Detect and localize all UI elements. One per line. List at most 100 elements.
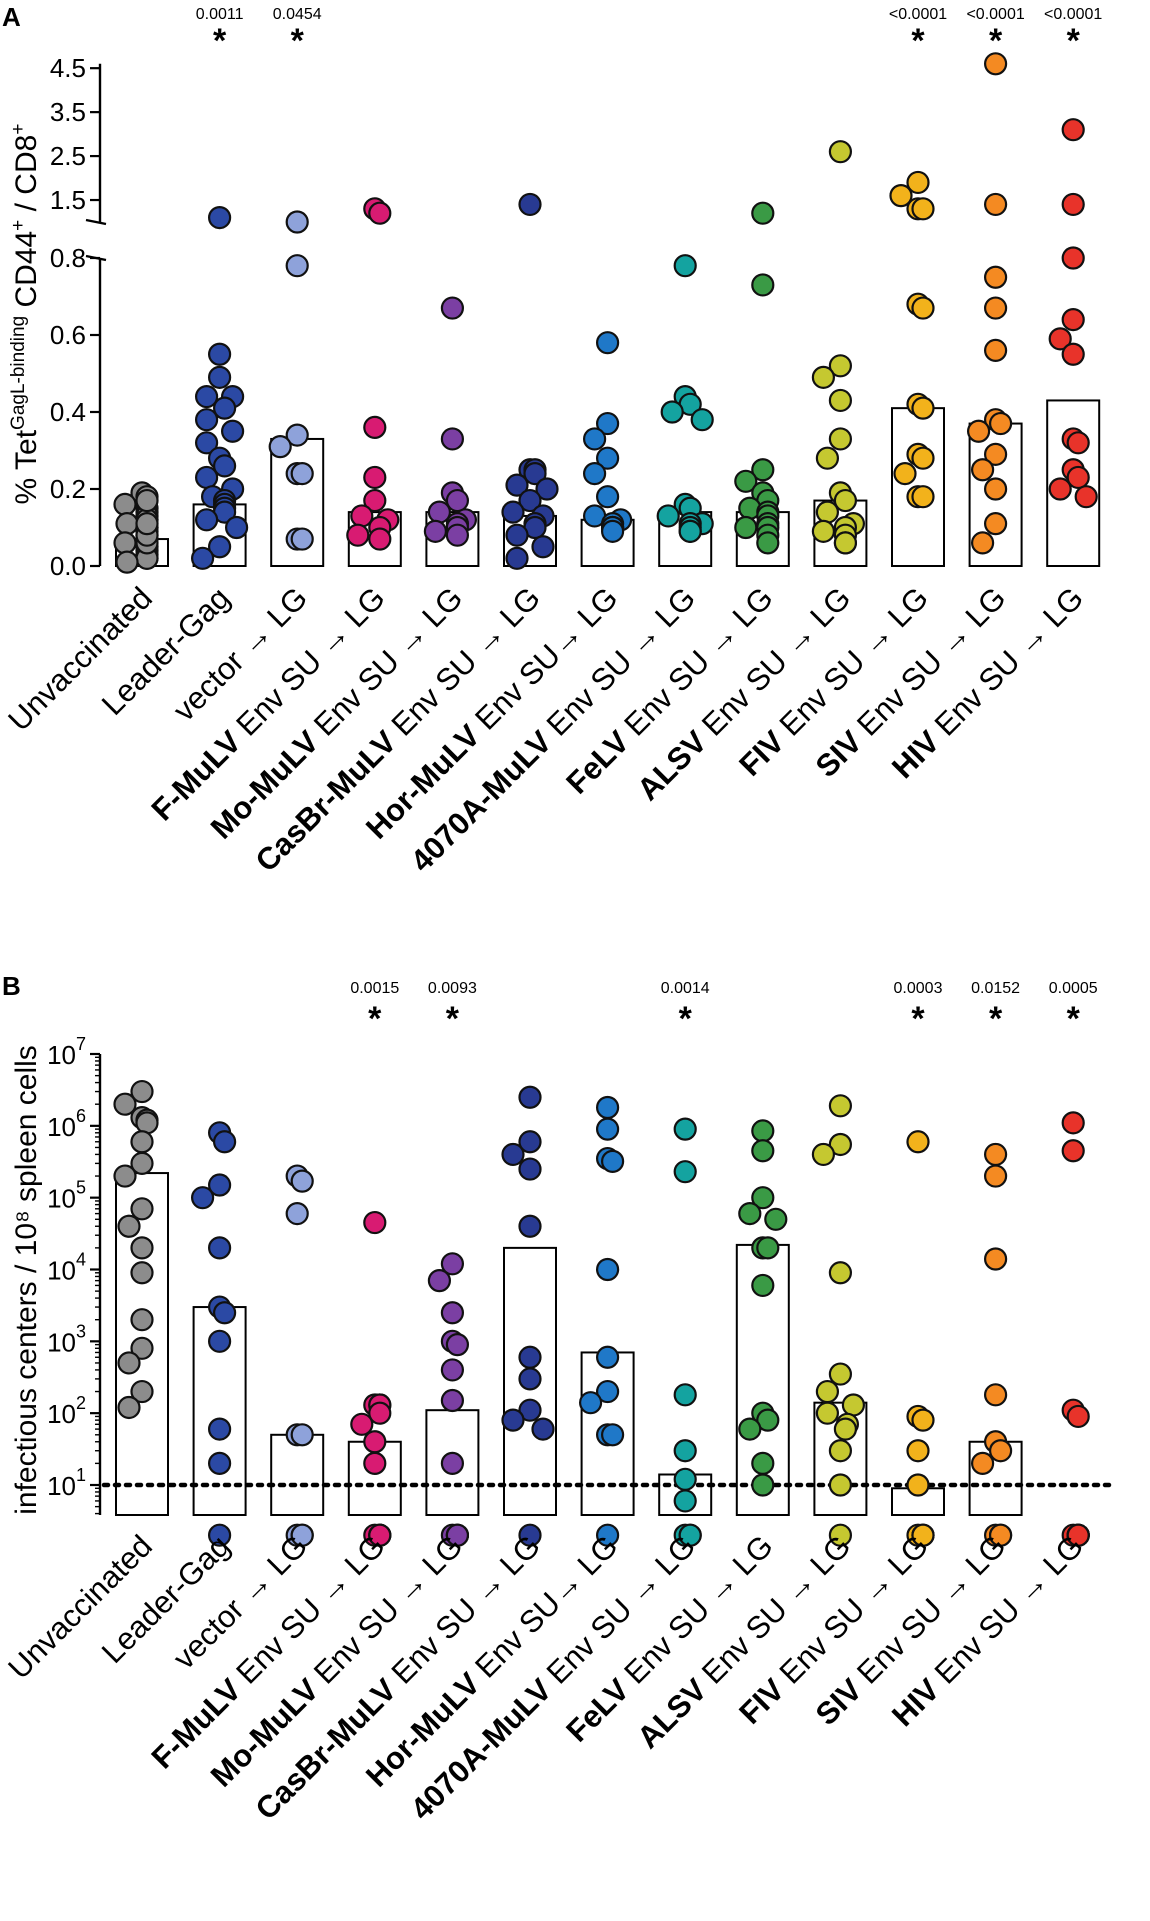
panel-b-point-leader-gag-8 bbox=[208, 1417, 232, 1441]
panel-a-point-hor-mulv-env-su-lg-4 bbox=[582, 462, 607, 486]
panel-a-point-4070a-mulv-env-su-lg-3 bbox=[660, 400, 684, 424]
panel-b-point-unvaccinated-6 bbox=[130, 1151, 154, 1175]
panel-a-point-hiv-env-su-lg-1 bbox=[1061, 192, 1085, 217]
panel-b-significance: 0.0015 * 0.0093 * 0.0014 * 0.0003 * 0.0152 * 0.000… bbox=[350, 980, 1097, 1038]
panel-a-point-mo-mulv-env-su-lg-3 bbox=[445, 488, 469, 513]
panel-a-point-leader-gag-0 bbox=[208, 206, 232, 230]
panel-a-point-hor-mulv-env-su-lg-0 bbox=[595, 331, 620, 355]
panel-b-point-mo-mulv-env-su-lg-1 bbox=[427, 1269, 451, 1293]
panel-a-point-leader-gag-8 bbox=[195, 431, 219, 455]
panel-b-point-hor-mulv-env-su-lg-6 bbox=[595, 1379, 620, 1404]
panel-b-point-unvaccinated-7 bbox=[113, 1164, 137, 1188]
panel-b-point-vector-lg-4 bbox=[290, 1423, 314, 1447]
panel-a-y-tick-label-0: 0.0 bbox=[50, 551, 86, 581]
panel-b-point-4070a-mulv-env-su-lg-3 bbox=[673, 1439, 697, 1463]
panel-b-point-casbr-mulv-env-su-lg-5 bbox=[518, 1345, 542, 1369]
panel-b-point-unvaccinated-14 bbox=[117, 1351, 141, 1375]
panel-b-point-hor-mulv-env-su-lg-9 bbox=[600, 1423, 625, 1447]
panel-b-point-unvaccinated-11 bbox=[130, 1261, 154, 1285]
panel-a-y-tick-label-1: 0.2 bbox=[50, 474, 86, 504]
panel-a-point-hiv-env-su-lg-0 bbox=[1061, 118, 1085, 142]
panel-a-y-upper-tick-label-1: 2.5 bbox=[50, 141, 86, 171]
panel-a-point-alsv-env-su-lg-5 bbox=[815, 446, 840, 470]
panel-b-point-casbr-mulv-env-su-lg-6 bbox=[518, 1367, 542, 1391]
panel-b-point-unvaccinated-16 bbox=[117, 1395, 141, 1420]
panel-b-point-unvaccinated-15 bbox=[130, 1379, 154, 1404]
panel-b-point-f-mulv-env-su-lg-11 bbox=[368, 1523, 392, 1547]
panel-a-points bbox=[113, 52, 1098, 574]
panel-b-points bbox=[113, 1079, 1090, 1547]
panel-b-point-alsv-env-su-lg-9 bbox=[833, 1417, 858, 1441]
panel-b-point-unvaccinated-10 bbox=[130, 1236, 154, 1260]
panel-b-y-tick-label-1: 102 bbox=[47, 1393, 86, 1429]
panel-b-point-hor-mulv-env-su-lg-10 bbox=[595, 1523, 620, 1547]
panel-b-point-leader-gag-1 bbox=[213, 1130, 237, 1154]
panel-b-point-siv-env-su-lg-1 bbox=[983, 1164, 1008, 1188]
panel-a-point-hor-mulv-env-su-lg-2 bbox=[582, 427, 607, 451]
panel-a-point-casbr-mulv-env-su-lg-5 bbox=[535, 477, 559, 501]
panel-a-point-f-mulv-env-su-lg-2 bbox=[363, 415, 387, 439]
panel-b-point-siv-env-su-lg-5 bbox=[988, 1439, 1013, 1463]
panel-a-point-casbr-mulv-env-su-lg-13 bbox=[505, 546, 529, 570]
panel-b-point-fiv-env-su-lg-3 bbox=[906, 1439, 930, 1463]
panel-a-star-vector-lg: * bbox=[291, 22, 305, 60]
panel-a-point-hiv-env-su-lg-9 bbox=[1066, 465, 1090, 490]
panel-a-point-4070a-mulv-env-su-lg-7 bbox=[656, 504, 680, 528]
panel-b-point-hor-mulv-env-su-lg-3 bbox=[600, 1149, 625, 1173]
panel-b-point-leader-gag-10 bbox=[208, 1523, 232, 1547]
panel-a-point-alsv-env-su-lg-3 bbox=[828, 388, 853, 413]
panel-b-point-felv-env-su-lg-2 bbox=[751, 1186, 775, 1210]
panel-b-point-mo-mulv-env-su-lg-6 bbox=[440, 1388, 464, 1413]
panel-b-point-siv-env-su-lg-6 bbox=[970, 1451, 995, 1475]
panel-b-point-vector-lg-1 bbox=[290, 1169, 314, 1193]
panel-b-y-tick-label-4: 105 bbox=[47, 1178, 86, 1214]
panel-a-point-mo-mulv-env-su-lg-1 bbox=[440, 427, 464, 451]
panel-b-point-alsv-env-su-lg-2 bbox=[811, 1142, 836, 1167]
panel-a-point-hiv-env-su-lg-3 bbox=[1061, 308, 1085, 332]
panel-b-point-siv-env-su-lg-9 bbox=[988, 1523, 1013, 1547]
panel-a-point-fiv-env-su-lg-1 bbox=[889, 184, 913, 208]
panel-a-point-fiv-env-su-lg-10 bbox=[893, 462, 917, 486]
panel-b-p-value-f-mulv-env-su-lg: 0.0015 bbox=[350, 980, 399, 997]
panel-a-star-leader-gag: * bbox=[213, 22, 227, 60]
panel-a-point-hor-mulv-env-su-lg-1 bbox=[595, 411, 620, 436]
panel-a-point-4070a-mulv-env-su-lg-0 bbox=[673, 254, 697, 278]
panel-a-point-fiv-env-su-lg-0 bbox=[906, 170, 930, 195]
panel-b-point-leader-gag-3 bbox=[191, 1186, 215, 1210]
panel-b-y-tick-label-2: 103 bbox=[47, 1321, 86, 1357]
panel-b-point-unvaccinated-1 bbox=[113, 1092, 137, 1116]
panel-a-point-alsv-env-su-lg-1 bbox=[828, 354, 853, 378]
panel-a-point-hiv-env-su-lg-7 bbox=[1066, 431, 1090, 455]
panel-a-p-value-siv-env-su-lg: <0.0001 bbox=[966, 6, 1024, 23]
panel-a-point-casbr-mulv-env-su-lg-4 bbox=[505, 473, 529, 497]
panel-b-point-casbr-mulv-env-su-lg-4 bbox=[518, 1214, 542, 1238]
panel-b-point-fiv-env-su-lg-2 bbox=[911, 1408, 935, 1432]
panel-a-point-fiv-env-su-lg-3 bbox=[911, 197, 935, 221]
panel-a-point-felv-env-su-lg-0 bbox=[751, 201, 775, 225]
panel-b-bar-vector-lg bbox=[270, 1433, 325, 1516]
panel-b-y-axis: 101 102 103 104 105 106 107 bbox=[47, 1034, 102, 1515]
panel-a-point-hiv-env-su-lg-10 bbox=[1048, 477, 1072, 501]
panel-a-point-siv-env-su-lg-7 bbox=[966, 419, 991, 443]
panel-b-point-felv-env-su-lg-12 bbox=[751, 1473, 775, 1497]
panel-b-y-tick-label-5: 106 bbox=[47, 1106, 86, 1142]
panel-b-point-felv-env-su-lg-7 bbox=[751, 1273, 775, 1298]
panel-b-point-4070a-mulv-env-su-lg-0 bbox=[673, 1117, 697, 1141]
panel-b-point-felv-env-su-lg-1 bbox=[751, 1139, 775, 1163]
panel-b-point-unvaccinated-5 bbox=[130, 1130, 154, 1154]
panel-b-point-casbr-mulv-env-su-lg-3 bbox=[518, 1157, 542, 1181]
panel-b-point-unvaccinated-9 bbox=[117, 1214, 141, 1238]
panel-b-point-siv-env-su-lg-2 bbox=[983, 1247, 1008, 1271]
panel-b-point-mo-mulv-env-su-lg-2 bbox=[440, 1301, 464, 1325]
panel-b-point-hor-mulv-env-su-lg-4 bbox=[595, 1257, 620, 1282]
panel-b-point-f-mulv-env-su-lg-6 bbox=[363, 1430, 387, 1454]
panel-a-point-casbr-mulv-env-su-lg-12 bbox=[531, 535, 555, 559]
panel-a-significance: 0.0011*0.0454*<0.0001*<0.0001*<0.0001* bbox=[196, 6, 1103, 60]
panel-a-point-leader-gag-11 bbox=[195, 465, 219, 490]
panel-b-point-f-mulv-env-su-lg-0 bbox=[363, 1210, 387, 1235]
panel-b-y-axis-label: infectious centers / 10⁸ spleen cells bbox=[10, 1045, 43, 1515]
panel-b-point-felv-env-su-lg-6 bbox=[756, 1236, 780, 1260]
panel-a-point-vector-lg-3 bbox=[268, 435, 292, 459]
panel-a-point-4070a-mulv-env-su-lg-4 bbox=[690, 408, 714, 432]
